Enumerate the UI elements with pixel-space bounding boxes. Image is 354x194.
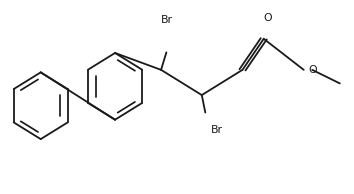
Text: O: O [308, 65, 316, 75]
Text: Br: Br [160, 15, 172, 25]
Text: O: O [263, 13, 272, 23]
Text: Br: Br [211, 125, 223, 135]
